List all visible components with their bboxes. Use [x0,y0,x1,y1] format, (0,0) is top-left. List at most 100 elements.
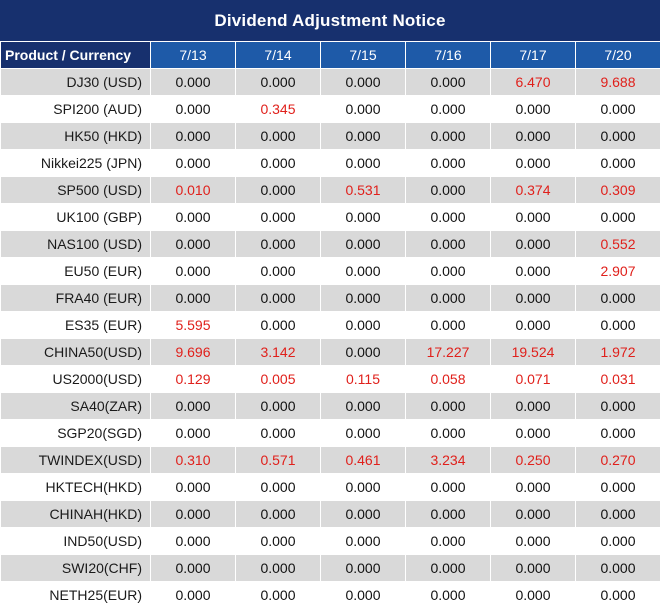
value-cell: 0.000 [406,123,491,150]
value-cell: 0.000 [321,528,406,555]
product-cell: SWI20(CHF) [1,555,151,582]
table-header-row: Product / Currency 7/13 7/14 7/15 7/16 7… [1,42,660,69]
value-cell: 0.031 [576,366,660,393]
value-cell: 0.000 [236,177,321,204]
value-cell: 1.972 [576,339,660,366]
value-cell: 0.000 [151,96,236,123]
value-cell: 0.000 [406,582,491,609]
value-cell: 0.129 [151,366,236,393]
product-cell: IND50(USD) [1,528,151,555]
value-cell: 0.000 [491,420,576,447]
product-cell: US2000(USD) [1,366,151,393]
dividend-notice: Dividend Adjustment Notice Product / Cur… [0,0,660,587]
value-cell: 0.000 [576,501,660,528]
value-cell: 5.595 [151,312,236,339]
value-cell: 0.000 [151,150,236,177]
value-cell: 0.000 [236,69,321,96]
value-cell: 6.470 [491,69,576,96]
value-cell: 0.000 [321,123,406,150]
value-cell: 0.571 [236,447,321,474]
value-cell: 0.000 [576,474,660,501]
value-cell: 0.000 [406,312,491,339]
value-cell: 0.000 [406,258,491,285]
value-cell: 0.000 [406,528,491,555]
value-cell: 9.696 [151,339,236,366]
value-cell: 0.000 [236,285,321,312]
product-cell: SGP20(SGD) [1,420,151,447]
value-cell: 0.000 [491,312,576,339]
value-cell: 0.000 [576,150,660,177]
notice-title: Dividend Adjustment Notice [0,0,660,41]
product-cell: DJ30 (USD) [1,69,151,96]
header-date: 7/17 [491,42,576,69]
value-cell: 0.071 [491,366,576,393]
value-cell: 0.000 [151,528,236,555]
value-cell: 0.000 [406,474,491,501]
value-cell: 0.000 [406,231,491,258]
value-cell: 0.000 [491,582,576,609]
value-cell: 0.270 [576,447,660,474]
value-cell: 0.000 [491,258,576,285]
value-cell: 0.000 [236,582,321,609]
value-cell: 0.000 [236,501,321,528]
value-cell: 0.000 [321,339,406,366]
value-cell: 0.000 [321,96,406,123]
header-date: 7/13 [151,42,236,69]
value-cell: 0.309 [576,177,660,204]
value-cell: 0.000 [151,123,236,150]
value-cell: 0.000 [321,420,406,447]
value-cell: 0.000 [151,69,236,96]
product-cell: HKTECH(HKD) [1,474,151,501]
value-cell: 0.000 [321,393,406,420]
value-cell: 0.000 [321,474,406,501]
value-cell: 0.000 [236,555,321,582]
value-cell: 0.000 [406,501,491,528]
value-cell: 0.000 [491,96,576,123]
value-cell: 0.000 [491,285,576,312]
value-cell: 0.000 [321,285,406,312]
value-cell: 0.000 [491,393,576,420]
value-cell: 0.000 [236,258,321,285]
value-cell: 0.000 [151,204,236,231]
value-cell: 0.115 [321,366,406,393]
value-cell: 0.250 [491,447,576,474]
value-cell: 0.000 [151,420,236,447]
value-cell: 0.000 [151,582,236,609]
value-cell: 0.461 [321,447,406,474]
product-cell: SA40(ZAR) [1,393,151,420]
value-cell: 0.000 [236,150,321,177]
value-cell: 0.000 [406,285,491,312]
product-cell: NETH25(EUR) [1,582,151,609]
value-cell: 0.000 [151,474,236,501]
product-cell: Nikkei225 (JPN) [1,150,151,177]
value-cell: 0.000 [321,69,406,96]
value-cell: 0.000 [406,420,491,447]
product-cell: NAS100 (USD) [1,231,151,258]
value-cell: 0.000 [406,393,491,420]
value-cell: 0.000 [491,474,576,501]
value-cell: 19.524 [491,339,576,366]
product-cell: EU50 (EUR) [1,258,151,285]
dividend-table: Product / Currency 7/13 7/14 7/15 7/16 7… [0,41,660,609]
value-cell: 0.000 [321,501,406,528]
value-cell: 0.000 [236,231,321,258]
product-cell: HK50 (HKD) [1,123,151,150]
value-cell: 0.000 [406,177,491,204]
value-cell: 0.000 [491,231,576,258]
value-cell: 0.000 [576,285,660,312]
